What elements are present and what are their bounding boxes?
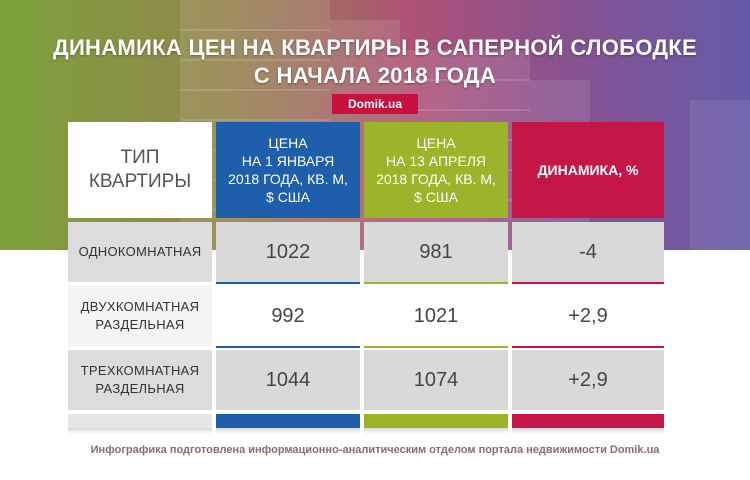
header-line: 2018 ГОДА, КВ. М, (228, 171, 348, 187)
column-footbar (68, 414, 212, 428)
price-apr-cell: 1021 (364, 286, 508, 346)
row-type-line: ОДНОКОМНАТНАЯ (78, 244, 202, 259)
header-type-line: ТИП (120, 147, 160, 168)
header-change: ДИНАМИКА, % (512, 122, 664, 218)
page-title: ДИНАМИКА ЦЕН НА КВАРТИРЫ В САПЕРНОЙ СЛОБ… (0, 34, 750, 90)
price-apr-cell: 981 (364, 222, 508, 282)
header-line: ЦЕНА (268, 135, 308, 151)
column-footbar (512, 414, 664, 428)
column-footbar (216, 414, 360, 428)
change-cell: -4 (512, 222, 664, 282)
row-type-line: РАЗДЕЛЬНАЯ (95, 381, 185, 396)
footer-credit: Инфографика подготовлена информационно-а… (90, 444, 660, 456)
row-type-line: РАЗДЕЛЬНАЯ (95, 317, 185, 332)
header-price-apr: ЦЕНА НА 13 АПРЕЛЯ 2018 ГОДА, КВ. М, $ СШ… (364, 122, 508, 218)
header-type-line: КВАРТИРЫ (88, 171, 192, 192)
header-line: ЦЕНА (416, 135, 456, 151)
header-price-jan: ЦЕНА НА 1 ЯНВАРЯ 2018 ГОДА, КВ. М, $ США (216, 122, 360, 218)
row-type-cell: ОДНОКОМНАТНАЯ (68, 222, 212, 282)
row-type-cell: ТРЕХКОМНАТНАЯ РАЗДЕЛЬНАЯ (68, 350, 212, 410)
price-jan-cell: 992 (216, 286, 360, 346)
header-line: НА 1 ЯНВАРЯ (241, 153, 335, 169)
brand-badge[interactable]: Domik.ua (332, 94, 418, 114)
price-jan-cell: 1022 (216, 222, 360, 282)
column-footbar (364, 414, 508, 428)
title-line-1: ДИНАМИКА ЦЕН НА КВАРТИРЫ В САПЕРНОЙ СЛОБ… (52, 35, 698, 60)
price-apr-cell: 1074 (364, 350, 508, 410)
price-jan-cell: 1044 (216, 350, 360, 410)
header-line: НА 13 АПРЕЛЯ (385, 153, 487, 169)
header-line: $ США (266, 189, 310, 205)
header-type: ТИП КВАРТИРЫ (68, 122, 212, 218)
row-type-cell: ДВУХКОМНАТНАЯ РАЗДЕЛЬНАЯ (68, 286, 212, 346)
row-type-line: ТРЕХКОМНАТНАЯ (80, 363, 200, 378)
row-type-line: ДВУХКОМНАТНАЯ (80, 299, 200, 314)
change-cell: +2,9 (512, 286, 664, 346)
header-line: $ США (414, 189, 458, 205)
change-cell: +2,9 (512, 350, 664, 410)
header-line: 2018 ГОДА, КВ. М, (376, 171, 496, 187)
title-line-2: С НАЧАЛА 2018 ГОДА (253, 63, 497, 88)
header-line: ДИНАМИКА, % (537, 162, 639, 178)
